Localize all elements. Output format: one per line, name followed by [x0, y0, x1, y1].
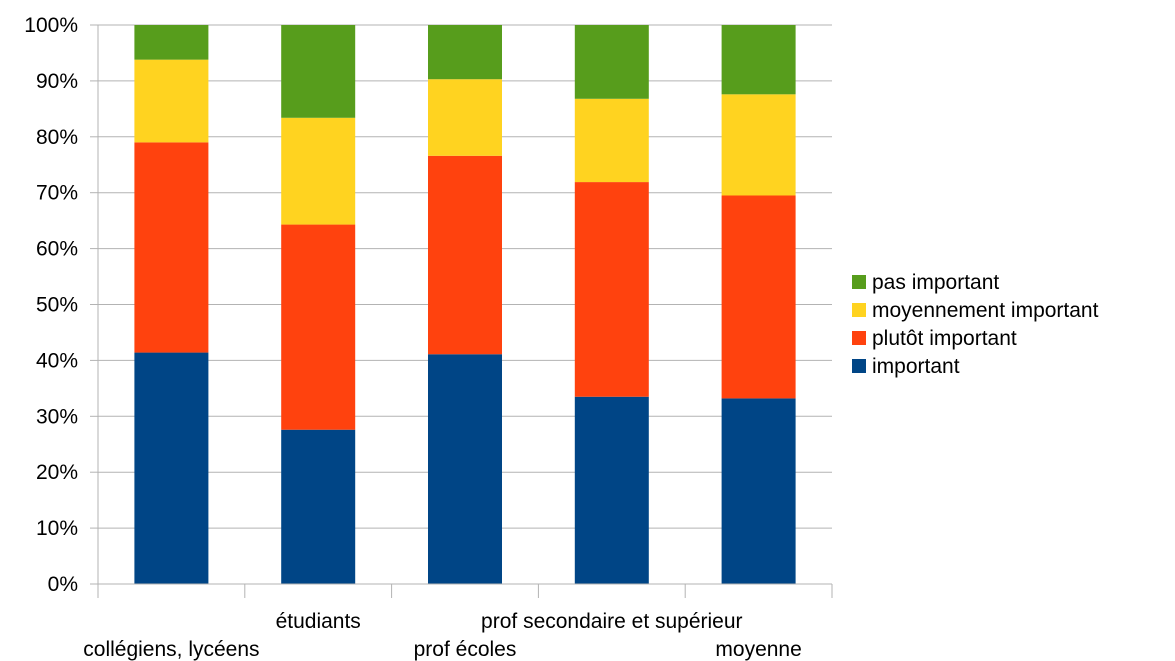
- y-tick-label: 60%: [36, 238, 78, 261]
- legend-swatch: [852, 331, 866, 345]
- bar-segment: [134, 142, 209, 353]
- bar-segment: [428, 79, 502, 156]
- legend-item: moyennement important: [852, 299, 1099, 322]
- bar-segment: [574, 182, 649, 397]
- x-tick-label: étudiants: [276, 610, 361, 633]
- legend-swatch: [852, 359, 866, 373]
- x-tick-label: moyenne: [715, 638, 801, 661]
- x-tick-label: prof écoles: [414, 638, 517, 661]
- x-tick-label: prof secondaire et supérieur: [481, 610, 743, 633]
- legend-item: important: [852, 355, 960, 378]
- bar-segment: [134, 59, 209, 143]
- bar-segment: [281, 429, 356, 584]
- bar-segment: [134, 352, 209, 584]
- legend-label: plutôt important: [872, 327, 1017, 350]
- y-tick-label: 50%: [36, 294, 78, 317]
- legend-label: pas important: [872, 271, 999, 294]
- bar-segment: [281, 25, 356, 118]
- y-tick-label: 30%: [36, 405, 78, 428]
- legend-label: moyennement important: [872, 299, 1099, 322]
- y-tick-label: 100%: [24, 14, 78, 37]
- y-tick-label: 80%: [36, 126, 78, 149]
- bar-segment: [428, 155, 502, 355]
- y-tick-label: 70%: [36, 182, 78, 205]
- axes: 0% 10% 20% 30% 40% 50% 60% 70% 80% 90% 100% collégi…: [24, 14, 833, 661]
- bar-segment: [574, 25, 649, 99]
- y-tick-label: 90%: [36, 70, 78, 93]
- bar-segment: [721, 398, 796, 584]
- bar-segment: [574, 98, 649, 183]
- legend-item: pas important: [852, 271, 999, 294]
- bar-segment: [574, 396, 649, 584]
- bars: [134, 25, 796, 584]
- bar-segment: [721, 25, 796, 95]
- bar-segment: [134, 25, 209, 60]
- bar-segment: [281, 224, 356, 430]
- y-tick-label: 0%: [48, 573, 78, 596]
- bar-segment: [721, 195, 796, 399]
- y-tick-label: 20%: [36, 461, 78, 484]
- bar-segment: [428, 25, 502, 80]
- legend-swatch: [852, 303, 866, 317]
- legend-item: plutôt important: [852, 327, 1017, 350]
- bar-segment: [721, 94, 796, 196]
- bar-segment: [281, 117, 356, 225]
- y-tick-label: 40%: [36, 349, 78, 372]
- bar-segment: [428, 354, 502, 584]
- legend-label: important: [872, 355, 960, 378]
- legend-swatch: [852, 275, 866, 289]
- x-tick-label: collégiens, lycéens: [83, 638, 259, 661]
- y-tick-label: 10%: [36, 517, 78, 540]
- legend: pas important moyennement important plutôt…: [852, 271, 1099, 378]
